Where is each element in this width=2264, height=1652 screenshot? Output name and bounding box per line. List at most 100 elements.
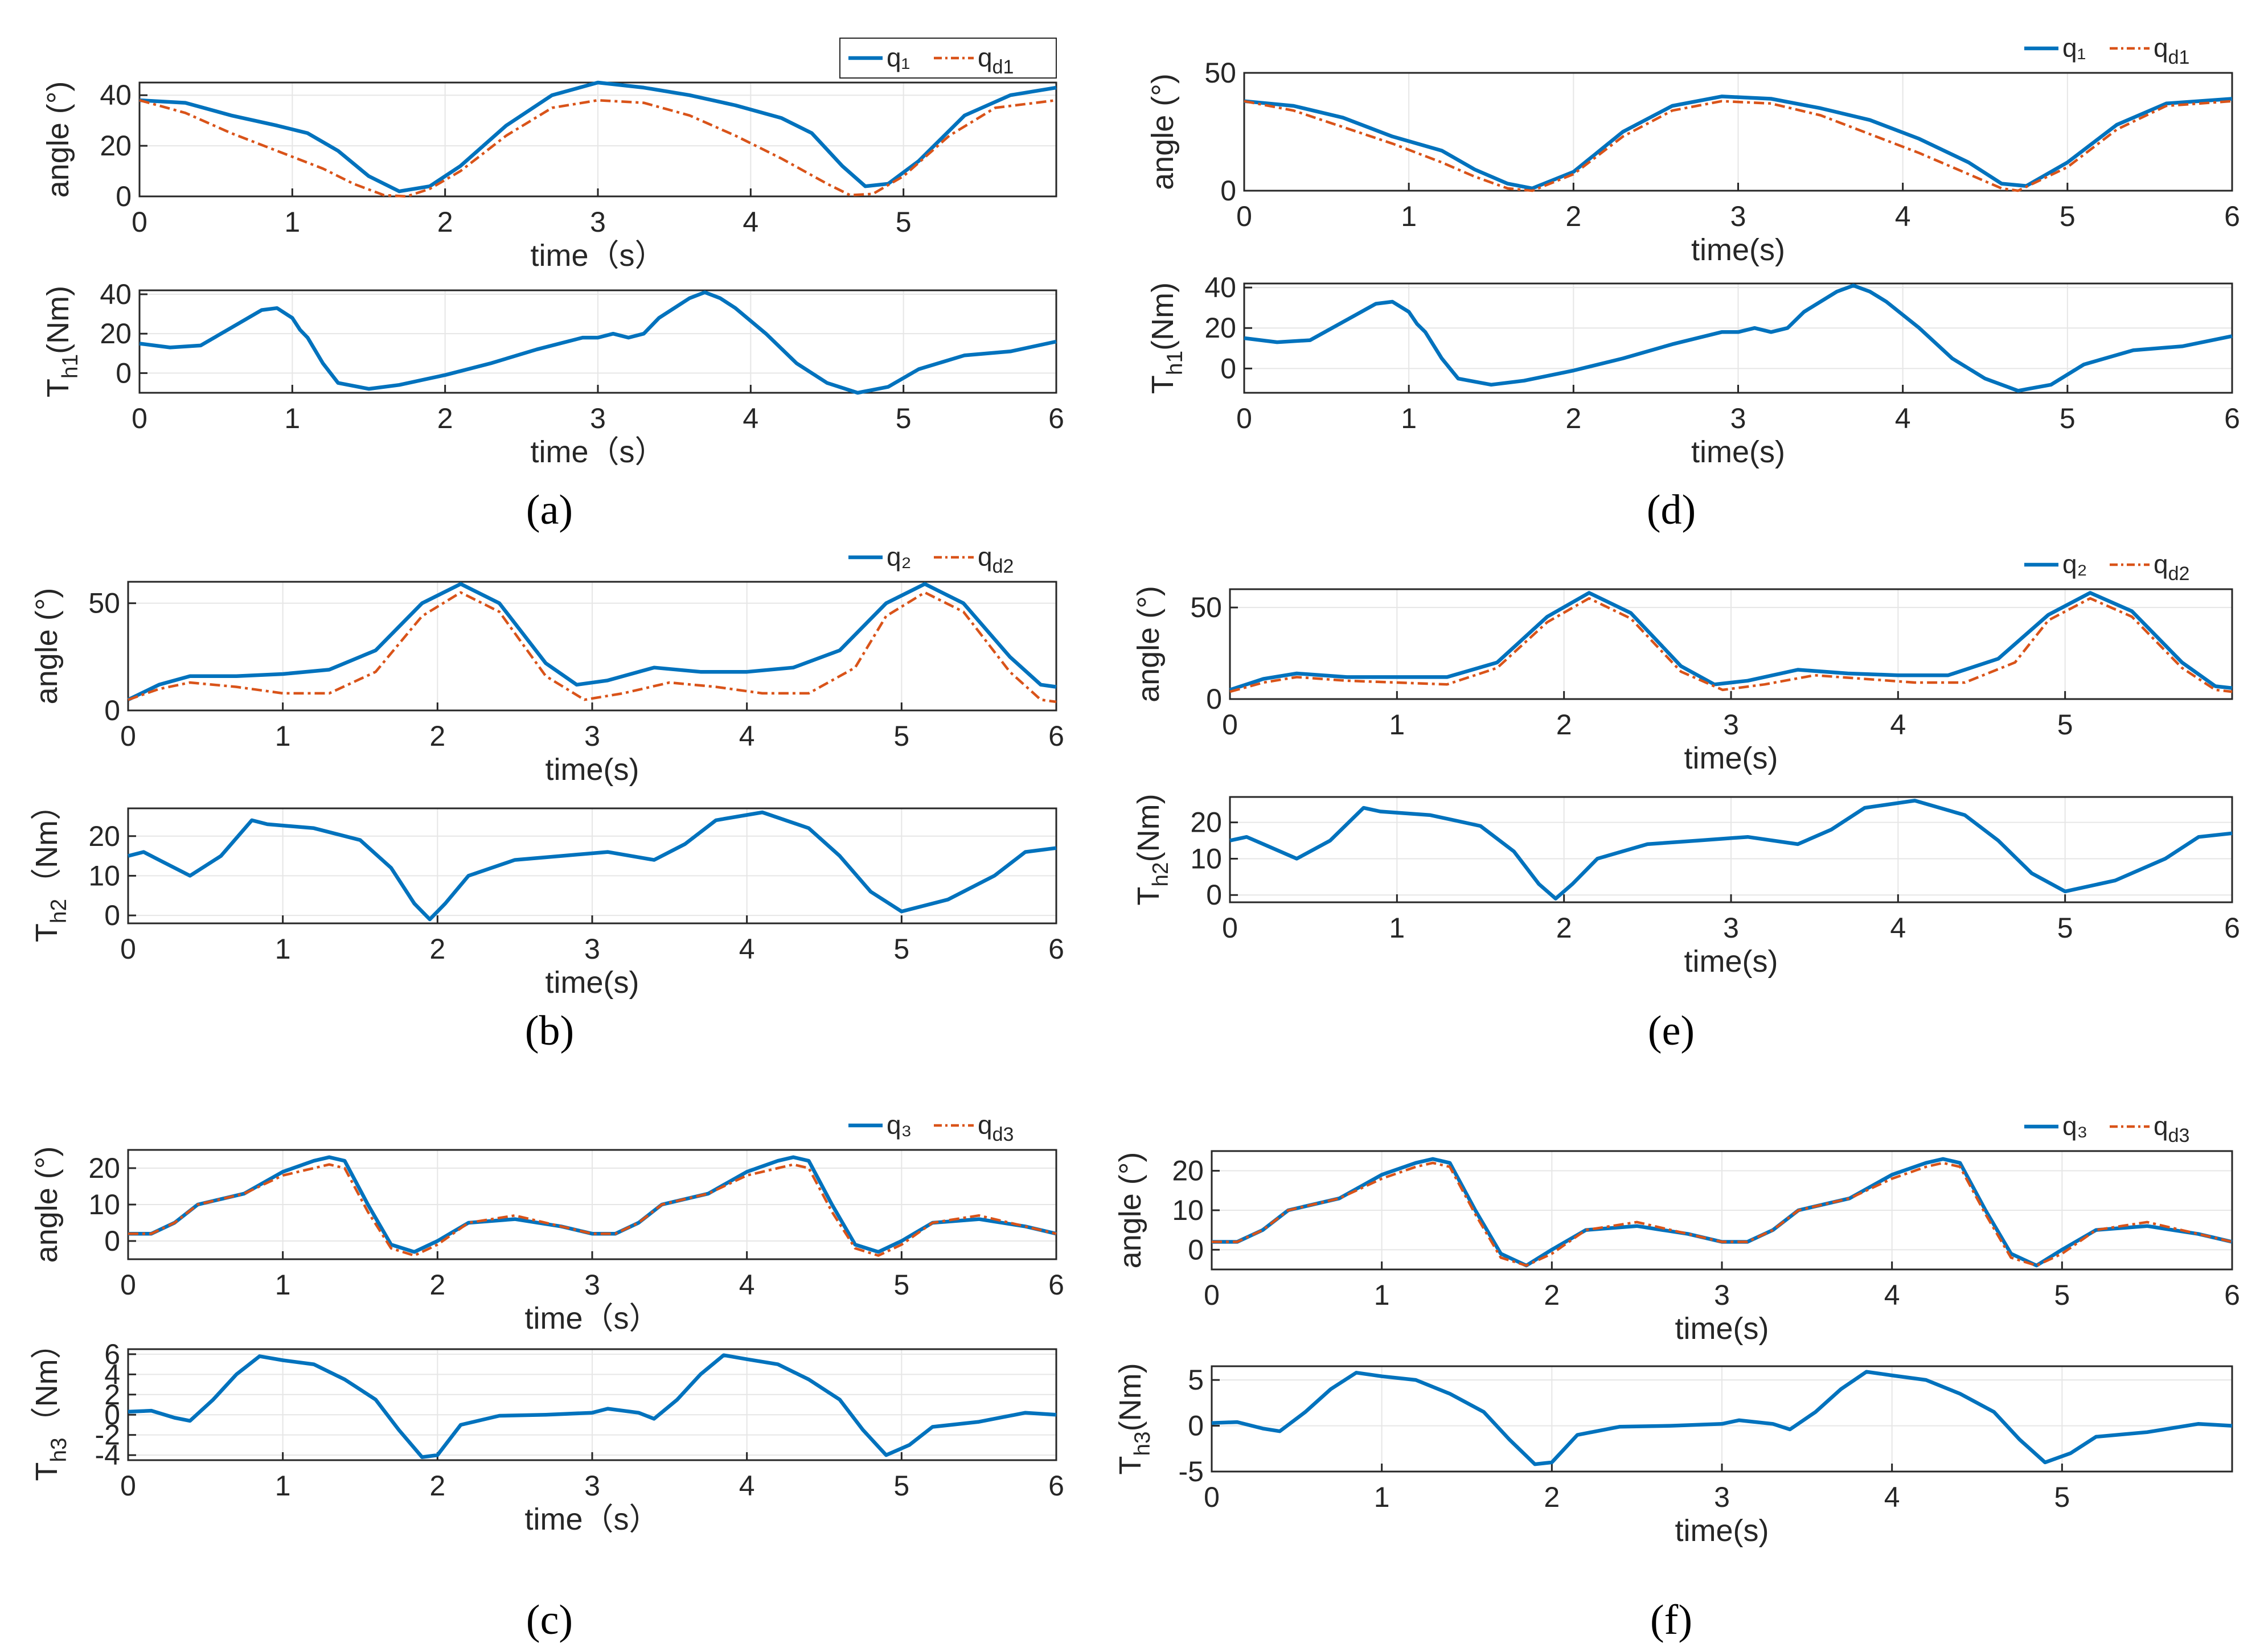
- y-tick-label: 10: [1190, 843, 1222, 874]
- chart-d-torque: 0 1 2 3 4 5 6 0 20 40 time(s) Th1(Nm): [1146, 272, 2240, 469]
- legend-label-desired: qd2: [978, 542, 1014, 577]
- x-tick-label: 3: [584, 720, 600, 752]
- x-tick-label: 3: [1723, 912, 1739, 944]
- y-tick-label: 50: [1204, 57, 1236, 89]
- x-tick-label: 3: [584, 1470, 600, 1502]
- x-tick-label: 4: [1884, 1279, 1900, 1311]
- x-tick-label: 0: [1204, 1481, 1220, 1513]
- x-tick-label: 2: [437, 402, 453, 434]
- x-tick-label: 5: [893, 1269, 909, 1301]
- x-tick-label: 3: [1714, 1279, 1730, 1311]
- legend-label-desired: qd3: [2154, 1111, 2189, 1146]
- x-tick-label: 3: [1730, 402, 1746, 434]
- x-tick-label: 4: [1895, 402, 1911, 434]
- x-tick-label: 0: [1204, 1279, 1220, 1311]
- series-qd1: [1244, 100, 2233, 192]
- legend: q₂ qd2: [2024, 549, 2189, 585]
- x-tick-label: 4: [739, 720, 755, 752]
- x-tick-label: 4: [1890, 709, 1906, 741]
- x-tick-label: 0: [120, 933, 136, 965]
- legend-label-desired: qd2: [2154, 549, 2189, 585]
- y-tick-label: 0: [1188, 1234, 1204, 1265]
- x-tick-label: 5: [2057, 912, 2073, 944]
- series-qd2: [1229, 597, 2233, 693]
- y-tick-label: 20: [100, 130, 132, 162]
- y-tick-label: 50: [1190, 591, 1222, 623]
- y-axis-label: Th1(Nm): [41, 286, 83, 397]
- y-tick-label: 0: [116, 357, 132, 389]
- series-q2: [127, 582, 1057, 702]
- legend: q₃ qd3: [848, 1110, 1014, 1145]
- legend-label-actual: q₃: [2062, 1111, 2087, 1141]
- caption-d: (d): [1647, 487, 1696, 533]
- x-tick-label: 0: [1236, 402, 1252, 434]
- x-tick-label: 1: [1374, 1279, 1390, 1311]
- x-tick-label: 1: [1401, 200, 1417, 232]
- x-axis-label: time(s): [1691, 233, 1785, 267]
- x-tick-label: 0: [132, 206, 147, 238]
- x-tick-label: 1: [1374, 1481, 1390, 1513]
- x-tick-label: 0: [120, 720, 136, 752]
- x-tick-label: 2: [1565, 402, 1581, 434]
- y-axis-label: Th2(Nm): [1131, 794, 1173, 905]
- x-tick-label: 4: [739, 1269, 755, 1301]
- legend-label-desired: qd1: [2154, 33, 2189, 68]
- y-tick-label: 2: [104, 1379, 120, 1411]
- series-Th2: [1229, 799, 2233, 901]
- legend-label-actual: q₁: [2062, 33, 2086, 63]
- x-axis-label: time(s): [546, 965, 639, 1000]
- x-tick-label: 1: [284, 402, 300, 434]
- x-tick-label: 1: [275, 1269, 291, 1301]
- x-tick-label: 2: [1556, 709, 1572, 741]
- caption-f: (f): [1650, 1597, 1692, 1643]
- x-tick-label: 1: [275, 933, 291, 965]
- x-tick-label: 5: [893, 1470, 909, 1502]
- x-tick-label: 1: [1389, 912, 1405, 944]
- x-tick-label: 4: [739, 933, 755, 965]
- x-tick-label: 4: [739, 1470, 755, 1502]
- x-tick-label: 0: [1222, 912, 1238, 944]
- x-tick-label: 2: [1544, 1481, 1560, 1513]
- y-tick-label: 20: [100, 318, 132, 350]
- y-tick-label: 40: [100, 278, 132, 310]
- series-qd1: [139, 98, 1057, 198]
- x-tick-label: 0: [132, 402, 147, 434]
- legend-label-desired: qd3: [978, 1110, 1014, 1145]
- y-axis-label: Th2（Nm）: [30, 790, 71, 942]
- y-tick-label: 10: [88, 860, 120, 891]
- legend-label-desired: qd1: [978, 43, 1014, 78]
- x-tick-label: 0: [120, 1269, 136, 1301]
- x-tick-label: 0: [1222, 709, 1238, 741]
- y-axis-label: Th3（Nm）: [30, 1328, 71, 1481]
- y-tick-label: 0: [104, 695, 120, 726]
- y-tick-label: 20: [1190, 807, 1222, 839]
- series-q3: [128, 1155, 1057, 1254]
- chart-c-angle: 0 1 2 3 4 5 6 0 10 20 time（s） angle (°) q₃ qd3: [30, 1110, 1064, 1335]
- x-tick-label: 4: [743, 402, 758, 434]
- legend: q₂ qd2: [848, 542, 1014, 577]
- series-q1: [1244, 94, 2233, 191]
- caption-e: (e): [1648, 1008, 1695, 1054]
- y-axis-label: angle (°): [1131, 586, 1166, 702]
- x-tick-label: 6: [1048, 402, 1064, 434]
- y-axis-label: Th1(Nm): [1146, 282, 1187, 394]
- y-tick-label: 20: [88, 1152, 120, 1184]
- x-tick-label: 6: [2224, 200, 2240, 232]
- x-axis-label: time(s): [1675, 1514, 1769, 1548]
- y-tick-label: -2: [95, 1419, 120, 1451]
- x-tick-label: 3: [1714, 1481, 1730, 1513]
- series-qd3: [128, 1163, 1057, 1257]
- chart-e-torque: 0 1 2 3 4 5 6 0 10 20 time(s) Th2(Nm): [1131, 794, 2240, 979]
- x-tick-label: 3: [1730, 200, 1746, 232]
- x-tick-label: 1: [284, 206, 300, 238]
- x-tick-label: 4: [743, 206, 758, 238]
- y-tick-label: 10: [1172, 1194, 1204, 1226]
- x-tick-label: 6: [1048, 933, 1064, 965]
- legend-label-actual: q₃: [887, 1110, 912, 1140]
- y-axis-label: angle (°): [1146, 73, 1180, 190]
- x-axis-label: time（s）: [524, 1301, 659, 1335]
- x-tick-label: 5: [2060, 402, 2076, 434]
- caption-a: (a): [526, 487, 573, 533]
- x-tick-label: 5: [896, 206, 912, 238]
